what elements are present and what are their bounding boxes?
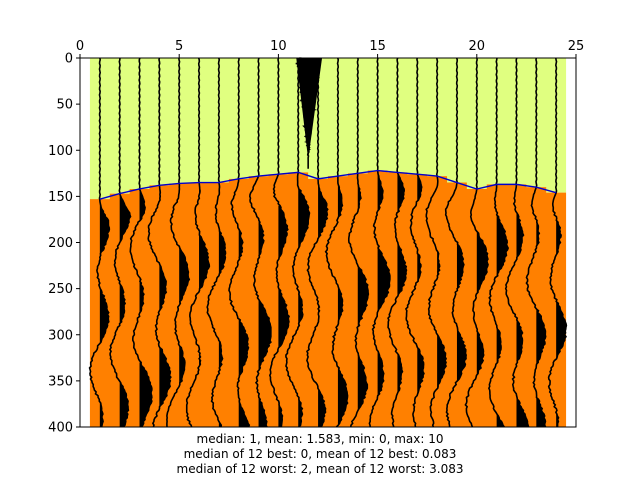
- x-tick-label: 15: [369, 39, 386, 54]
- trace-fill: [397, 58, 407, 394]
- plot-area: [88, 57, 568, 428]
- trace-fill: [536, 61, 546, 427]
- trace-wiggle: [185, 57, 211, 428]
- noise-trace-fill: [296, 58, 323, 160]
- trace-fill: [556, 61, 567, 427]
- trace-fill: [377, 58, 390, 398]
- stats-line-2: median of 12 best: 0, mean of 12 best: 0…: [183, 447, 457, 461]
- y-tick-label: 0: [65, 52, 73, 67]
- trace-wiggle: [368, 57, 391, 428]
- x-tick-label: 5: [175, 39, 183, 54]
- y-tick-label: 250: [48, 282, 73, 297]
- y-tick-label: 400: [48, 421, 73, 436]
- above-first-break-region: [89, 58, 567, 200]
- trace-fill: [337, 59, 348, 427]
- x-tick-label: 20: [469, 39, 486, 54]
- trace-wiggle: [306, 57, 329, 428]
- trace-fill: [357, 58, 369, 413]
- below-first-break-region: [89, 170, 567, 428]
- y-tick-label: 200: [48, 236, 73, 251]
- trace-wiggle: [387, 57, 408, 428]
- trace-wiggle: [487, 57, 509, 428]
- trace-fill: [139, 58, 152, 427]
- trace-wiggle: [324, 57, 349, 428]
- first-break-pick-line: [99, 169, 557, 200]
- trace-fill: [99, 59, 110, 427]
- trace-fill: [258, 58, 271, 427]
- trace-wiggle: [88, 57, 111, 428]
- trace-wiggle: [147, 57, 172, 428]
- trace-fill: [119, 58, 131, 427]
- y-tick-label: 300: [48, 328, 73, 343]
- trace-wiggle: [547, 57, 568, 428]
- trace-wiggle: [268, 57, 290, 428]
- trace-wiggle: [425, 57, 448, 428]
- trace-fill: [179, 61, 190, 387]
- trace-wiggle: [228, 57, 251, 428]
- trace-wiggle: [504, 57, 530, 428]
- x-tick-label: 25: [568, 39, 585, 54]
- x-tick-label: 10: [270, 39, 287, 54]
- stats-line-3: median of 12 worst: 2, mean of 12 worst:…: [176, 462, 464, 476]
- trace-fill: [516, 58, 529, 427]
- trace-wiggle: [129, 57, 153, 428]
- trace-fill: [218, 59, 226, 427]
- x-tick-label: 0: [76, 39, 84, 54]
- stats-line-1: median: 1, mean: 1.583, min: 0, max: 10: [196, 432, 444, 446]
- trace-wiggle: [444, 57, 467, 428]
- trace-wiggle: [285, 57, 311, 428]
- trace-wiggle: [464, 57, 489, 428]
- trace-wiggle: [206, 57, 227, 428]
- trace-fill: [476, 58, 489, 376]
- trace-wiggle: [347, 57, 370, 428]
- trace-fill: [278, 58, 290, 427]
- trace-wiggle: [525, 57, 547, 428]
- trace-wiggle: [248, 57, 272, 428]
- y-tick-label: 150: [48, 190, 73, 205]
- trace-wiggle: [404, 57, 425, 428]
- trace-wiggle: [166, 57, 191, 428]
- trace-fill: [159, 58, 171, 411]
- y-tick-label: 100: [48, 144, 73, 159]
- trace-wiggle: [108, 57, 132, 428]
- y-tick-label: 50: [56, 98, 73, 113]
- y-tick-label: 350: [48, 374, 73, 389]
